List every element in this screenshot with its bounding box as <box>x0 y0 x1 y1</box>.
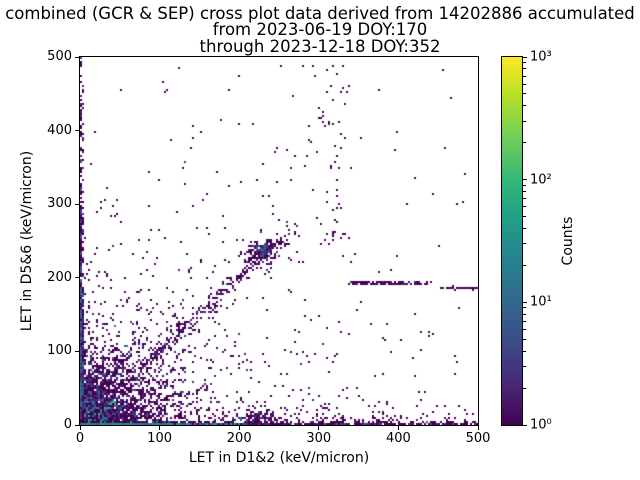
colorbar-minor-tick-mark <box>523 105 526 107</box>
x-tick-mark <box>477 426 479 430</box>
colorbar-minor-tick-mark <box>523 307 526 309</box>
title-line-1: combined (GCR & SEP) cross plot data der… <box>5 4 635 23</box>
y-tick-mark <box>75 350 79 352</box>
x-tick-label: 0 <box>75 431 85 446</box>
colorbar-tick-label: 10¹ <box>530 294 552 310</box>
colorbar-tick-mark <box>523 56 527 58</box>
y-tick-label: 500 <box>47 49 72 64</box>
y-axis-label: LET in D5&6 (keV/micron) <box>19 150 35 332</box>
chart-title: combined (GCR & SEP) cross plot data der… <box>0 4 640 56</box>
x-tick-mark <box>159 426 161 430</box>
colorbar-minor-tick-mark <box>523 365 526 367</box>
colorbar-minor-tick-mark <box>523 184 526 186</box>
y-tick-label: 300 <box>47 196 72 212</box>
x-tick-mark <box>318 426 320 430</box>
colorbar-minor-tick-mark <box>523 329 526 331</box>
colorbar-minor-tick-mark <box>523 387 526 389</box>
x-tick-label: 500 <box>465 431 491 446</box>
x-tick-mark <box>397 426 399 430</box>
colorbar-minor-tick-mark <box>523 93 526 95</box>
colorbar-minor-tick-mark <box>523 120 526 122</box>
colorbar-minor-tick-mark <box>523 320 526 322</box>
colorbar-minor-tick-mark <box>523 216 526 218</box>
title-line-3: through 2023-12-18 DOY:352 <box>199 36 441 56</box>
colorbar-tick-label: 10³ <box>530 49 552 65</box>
colorbar-tick-label: 10⁰ <box>530 417 552 433</box>
colorbar-tick-mark <box>523 301 527 303</box>
colorbar-minor-tick-mark <box>523 227 526 229</box>
colorbar-minor-tick-mark <box>523 142 526 144</box>
colorbar-tick-mark <box>523 179 527 181</box>
colorbar-minor-tick-mark <box>523 68 526 70</box>
colorbar-minor-tick-mark <box>523 83 526 85</box>
colorbar-gradient <box>502 57 522 425</box>
x-tick-label: 400 <box>385 431 411 446</box>
y-tick-mark <box>75 277 79 279</box>
x-tick-mark <box>79 426 81 430</box>
x-axis-label: LET in D1&2 (keV/micron) <box>188 450 370 466</box>
x-tick-label: 200 <box>226 431 252 446</box>
colorbar-label: Counts <box>560 216 576 266</box>
x-tick-mark <box>238 426 240 430</box>
y-tick-mark <box>75 130 79 132</box>
x-tick-label: 300 <box>306 431 332 446</box>
colorbar-minor-tick-mark <box>523 62 526 64</box>
hist2d-canvas <box>80 57 478 425</box>
colorbar-minor-tick-mark <box>523 191 526 193</box>
colorbar-minor-tick-mark <box>523 75 526 77</box>
y-tick-label: 100 <box>47 343 72 359</box>
colorbar <box>501 56 523 426</box>
colorbar-minor-tick-mark <box>523 198 526 200</box>
title-line-2: from 2023-06-19 DOY:170 <box>212 20 428 40</box>
y-tick-label: 400 <box>47 122 72 138</box>
colorbar-minor-tick-mark <box>523 206 526 208</box>
colorbar-minor-tick-mark <box>523 338 526 340</box>
colorbar-minor-tick-mark <box>523 243 526 245</box>
y-tick-mark <box>75 424 79 426</box>
colorbar-minor-tick-mark <box>523 350 526 352</box>
y-tick-mark <box>75 56 79 58</box>
colorbar-tick-mark <box>523 424 527 426</box>
y-tick-label: 200 <box>47 269 72 285</box>
colorbar-minor-tick-mark <box>523 264 526 266</box>
y-tick-mark <box>75 203 79 205</box>
y-tick-label: 0 <box>63 417 72 432</box>
x-tick-label: 100 <box>147 431 173 446</box>
colorbar-tick-label: 10² <box>530 172 552 188</box>
colorbar-minor-tick-mark <box>523 313 526 315</box>
plot-frame <box>79 56 479 426</box>
